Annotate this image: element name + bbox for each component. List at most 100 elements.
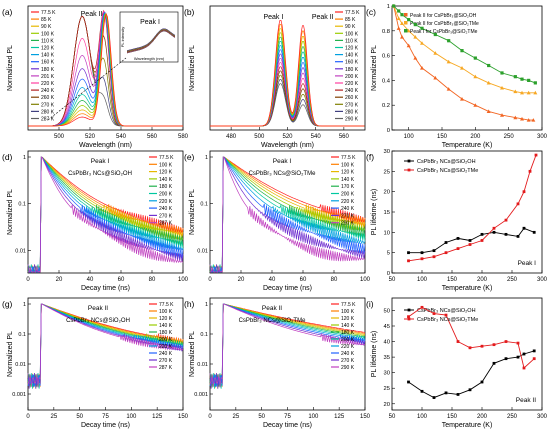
- series-line: [408, 306, 535, 369]
- x-tick-label: 25: [232, 414, 239, 420]
- data-point: [468, 239, 472, 242]
- data-point: [407, 380, 410, 384]
- x-tick-label: 50: [258, 414, 265, 420]
- data-point: [420, 257, 424, 261]
- y-axis-label: Normalized PL: [7, 331, 14, 377]
- panel-subtitle: Peak II: [88, 305, 108, 312]
- data-point: [532, 349, 536, 353]
- legend-entry: 201 K: [41, 74, 55, 80]
- legend-entry: 287 K: [41, 117, 55, 123]
- data-point: [504, 357, 508, 361]
- legend-entry: 85 K: [345, 17, 356, 23]
- panel-g: (g) 0 25 50 75 100 125 150 1 0.1 0.01 0.001 Decay ti…: [2, 297, 189, 429]
- legend-entry: 100 K: [341, 162, 355, 168]
- x-tick-label: 60: [300, 277, 307, 283]
- x-axis-label: Temperature (K): [442, 285, 493, 292]
- data-point: [447, 39, 451, 43]
- y-tick-label: 15: [384, 210, 390, 216]
- y-axis-label: PL lifetime (ns): [371, 331, 378, 377]
- data-point: [420, 305, 424, 309]
- data-point: [432, 312, 436, 315]
- x-tick-label: 80: [331, 277, 338, 283]
- legend-entry: 140 K: [345, 53, 359, 59]
- legend-entry: Peak II for CsPbBr₃@SiO₂OH: [410, 13, 477, 19]
- data-point: [456, 340, 460, 343]
- data-point: [433, 32, 437, 37]
- sample-name: CsPbBr₃ NCs@SiO₂TMe: [239, 318, 307, 324]
- y-tick-label: 1: [205, 155, 208, 161]
- legend-entry: Peak II for CsPbBr₃@SiO₂TMe: [410, 21, 479, 27]
- x-tick-label: 300: [537, 134, 548, 140]
- y-tick-label: 25: [384, 386, 390, 392]
- panel-letter: (h): [184, 299, 195, 309]
- data-point: [513, 75, 517, 79]
- inset-line: [126, 30, 176, 53]
- decay-line: [209, 156, 366, 273]
- data-point: [520, 77, 524, 81]
- data-point: [480, 239, 484, 242]
- legend-entry: 240 K: [341, 351, 355, 357]
- legend-entry: 220 K: [341, 344, 355, 350]
- fit-curve: [393, 5, 536, 84]
- decay-line: [209, 156, 366, 273]
- legend-entry: 77.5 K: [345, 10, 360, 16]
- data-point: [522, 366, 526, 370]
- plot-frame: [391, 297, 543, 411]
- legend-entry: 140 K: [159, 323, 173, 329]
- y-tick-label: 0.01: [197, 362, 208, 368]
- y-tick-label: 45: [384, 324, 390, 330]
- x-tick-label: 50: [389, 277, 396, 283]
- y-tick-label: 20: [384, 402, 390, 408]
- data-point: [480, 380, 484, 384]
- panel-letter: (f): [366, 152, 374, 162]
- legend-entry: 77.5 K: [341, 302, 356, 308]
- legend-entry: 240 K: [345, 88, 359, 94]
- data-point: [413, 23, 417, 27]
- data-point: [397, 9, 401, 13]
- decay-line: [27, 156, 184, 273]
- panel-subtitle: Peak I: [273, 158, 292, 165]
- data-point: [444, 241, 448, 244]
- panel-subtitle: Peak II: [262, 305, 282, 312]
- x-tick-label: 150: [360, 414, 371, 420]
- data-point: [532, 230, 536, 234]
- decay-line: [210, 156, 366, 274]
- legend-entry: 180 K: [41, 67, 55, 73]
- panel-b: (b) 480 500 520 540 560 Wavelength (nm) Normali…: [184, 5, 366, 149]
- legend-entry: 77.5 K: [159, 302, 174, 308]
- data-point: [396, 16, 401, 20]
- x-tick-label: 250: [507, 277, 518, 283]
- x-tick-label: 150: [447, 277, 458, 283]
- legend-marker: [407, 168, 411, 172]
- y-tick-label: 10: [384, 230, 390, 236]
- data-point: [473, 56, 477, 60]
- x-tick-label: 75: [284, 414, 291, 420]
- inset-frame: [119, 11, 179, 63]
- spectrum-line: [210, 19, 365, 127]
- decay-line: [209, 303, 366, 388]
- data-point: [433, 75, 438, 80]
- data-point: [500, 71, 504, 75]
- sample-name: CsPbBr₃ NCs@SiO₂OH: [66, 318, 130, 324]
- legend-entry: 100 K: [159, 309, 173, 315]
- inset-line: [126, 29, 176, 53]
- data-point: [444, 251, 448, 255]
- inset-line: [126, 30, 176, 54]
- panel-f: (f) 50 100 150 200 250 300 0 5 10 15 20 25 30 Temperat…: [366, 149, 548, 292]
- legend-marker: [407, 317, 411, 321]
- legend-entry: 160 K: [41, 60, 55, 66]
- legend-entry: 240 K: [159, 351, 173, 357]
- y-tick-label: 0: [387, 128, 390, 134]
- x-axis-label: Decay time (ns): [81, 285, 130, 292]
- x-tick-label: 125: [334, 414, 345, 420]
- legend-entry: 240 K: [341, 206, 355, 212]
- data-point: [492, 230, 496, 234]
- decay-line: [210, 156, 366, 273]
- x-tick-label: 50: [389, 414, 396, 420]
- data-point: [460, 97, 464, 101]
- data-point: [516, 341, 520, 345]
- data-point: [406, 28, 411, 33]
- panel-letter: (e): [184, 152, 195, 162]
- x-tick-label: 500: [254, 134, 265, 140]
